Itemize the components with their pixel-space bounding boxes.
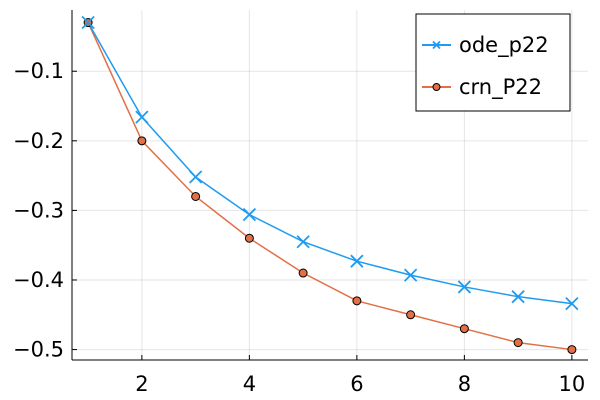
data-point-crn-p22 bbox=[406, 310, 416, 320]
legend-x-icon bbox=[432, 40, 441, 50]
series-layer bbox=[81, 15, 579, 355]
x-tick-label: 6 bbox=[350, 372, 363, 396]
legend-circle-icon bbox=[432, 83, 441, 91]
tick-labels: 2 4 6 8 10 −0.1 −0.2 −0.3 −0.4 −0.5 bbox=[13, 59, 585, 396]
data-point-crn-p22 bbox=[567, 345, 577, 355]
data-point-ode-p22 bbox=[511, 290, 525, 304]
legend-marker-ode-p22 bbox=[432, 40, 441, 50]
legend-label-ode-p22: ode_p22 bbox=[459, 33, 549, 58]
legend-box bbox=[415, 13, 571, 112]
x-tick-label: 2 bbox=[135, 372, 148, 396]
data-point-ode-p22 bbox=[188, 170, 203, 184]
data-point-crn-p22 bbox=[513, 338, 523, 348]
legend-marker-crn-p22 bbox=[432, 83, 441, 91]
data-point-ode-p22 bbox=[81, 15, 95, 30]
series-line-ode-p22 bbox=[87, 22, 572, 305]
data-point-crn-p22 bbox=[352, 296, 362, 306]
data-point-crn-p22 bbox=[244, 233, 254, 243]
y-tick-label: −0.4 bbox=[13, 268, 64, 292]
x-tick-label: 8 bbox=[458, 372, 471, 396]
x-tick-label: 10 bbox=[559, 372, 586, 396]
data-point-ode-p22 bbox=[565, 297, 579, 311]
data-point-ode-p22 bbox=[350, 254, 364, 268]
data-point-ode-p22 bbox=[403, 268, 418, 282]
grid bbox=[72, 10, 588, 360]
legend: ode_p22 crn_P22 bbox=[415, 13, 571, 112]
y-tick-label: −0.2 bbox=[13, 129, 64, 153]
x-tick-label: 4 bbox=[243, 372, 256, 396]
series-line-crn-p22 bbox=[87, 22, 572, 351]
y-tick-label: −0.3 bbox=[13, 198, 64, 222]
y-tick-label: −0.5 bbox=[13, 338, 64, 362]
axes bbox=[71, 10, 588, 361]
legend-label-crn-p22: crn_P22 bbox=[459, 75, 542, 100]
data-point-crn-p22 bbox=[298, 268, 308, 278]
data-point-ode-p22 bbox=[242, 207, 257, 222]
data-point-ode-p22 bbox=[296, 235, 310, 249]
data-point-crn-p22 bbox=[459, 324, 469, 334]
data-point-ode-p22 bbox=[135, 110, 149, 124]
y-tick-label: −0.1 bbox=[13, 59, 64, 83]
data-point-crn-p22 bbox=[137, 136, 147, 146]
data-point-ode-p22 bbox=[457, 280, 472, 294]
data-point-crn-p22 bbox=[191, 191, 201, 201]
